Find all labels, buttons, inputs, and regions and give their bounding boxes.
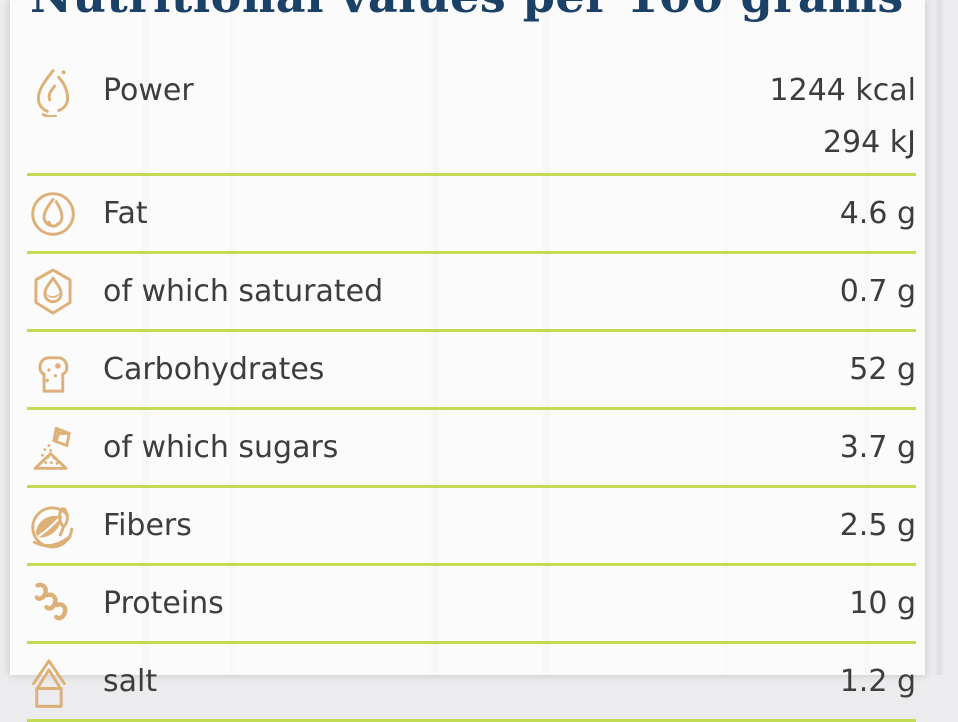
row-sugars: of which sugars 3.7 g <box>27 410 916 488</box>
nutrient-label: Carbohydrates <box>103 352 325 387</box>
salt-shaker-icon <box>27 656 79 708</box>
nutrition-table: Power 1244 kcal 294 kJ Fat 4.6 g <box>27 53 916 722</box>
nutrient-label: salt <box>103 664 158 699</box>
nutrient-value: 10 g <box>849 586 916 621</box>
nutrient-value: 0.7 g <box>839 274 916 309</box>
sugar-cube-icon <box>27 422 79 474</box>
page-title: Nutritional values per 100 grams <box>30 0 904 19</box>
flame-icon <box>27 65 79 117</box>
row-power: Power 1244 kcal 294 kJ <box>27 53 916 176</box>
protein-helix-icon <box>27 578 79 630</box>
drop-hexagon-icon <box>27 266 79 318</box>
bread-slice-icon <box>27 344 79 396</box>
nutrient-value: 1.2 g <box>839 664 916 699</box>
nutrient-value: 2.5 g <box>839 508 916 543</box>
nutrient-label: Proteins <box>103 586 224 621</box>
row-saturated: of which saturated 0.7 g <box>27 254 916 332</box>
nutrition-panel: Nutritional values per 100 grams Power 1… <box>10 0 925 722</box>
nutrient-value-secondary: 294 kJ <box>822 125 916 160</box>
oil-drop-circle-icon <box>27 188 79 240</box>
nutrient-label: of which saturated <box>103 274 384 309</box>
nutrient-label: of which sugars <box>103 430 339 465</box>
leaf-fiber-icon <box>27 500 79 552</box>
row-fibers: Fibers 2.5 g <box>27 488 916 566</box>
row-carbohydrates: Carbohydrates 52 g <box>27 332 916 410</box>
nutrient-value: 52 g <box>849 352 916 387</box>
nutrient-label: Fat <box>103 196 148 231</box>
row-proteins: Proteins 10 g <box>27 566 916 644</box>
nutrient-value: 4.6 g <box>839 196 916 231</box>
nutrient-label: Fibers <box>103 508 192 543</box>
nutrient-label: Power <box>103 73 194 108</box>
row-fat: Fat 4.6 g <box>27 176 916 254</box>
nutrient-value: 1244 kcal <box>769 73 916 108</box>
nutrient-value: 3.7 g <box>839 430 916 465</box>
row-salt: salt 1.2 g <box>27 644 916 722</box>
